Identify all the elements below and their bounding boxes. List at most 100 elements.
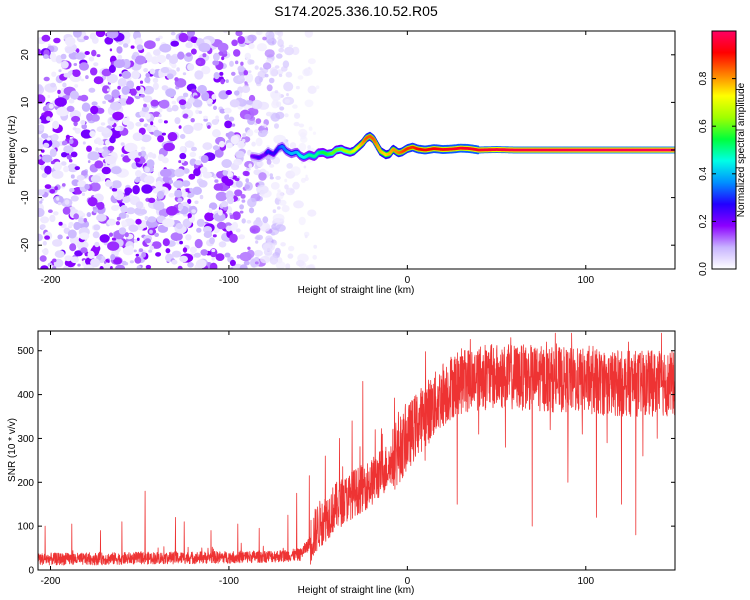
- noise-speckle: [241, 199, 246, 203]
- noise-speckle: [229, 60, 234, 67]
- spectrogram-x-label: Height of straight line (km): [298, 285, 415, 296]
- noise-speckle: [43, 76, 50, 82]
- signal-ridge: [249, 131, 675, 162]
- noise-speckle: [237, 36, 245, 44]
- noise-speckle: [207, 125, 211, 129]
- noise-speckle: [221, 159, 232, 168]
- noise-speckle: [221, 56, 225, 61]
- noise-speckle: [68, 98, 75, 104]
- noise-speckle: [178, 125, 182, 129]
- noise-speckle: [74, 84, 79, 88]
- noise-speckle: [239, 204, 245, 210]
- noise-speckle: [49, 52, 57, 61]
- noise-speckle: [256, 185, 269, 194]
- noise-speckle: [47, 94, 51, 99]
- noise-speckle: [121, 260, 127, 266]
- noise-speckle: [101, 68, 112, 77]
- noise-speckle: [235, 150, 245, 158]
- noise-speckle: [247, 70, 252, 73]
- noise-speckle: [255, 240, 259, 244]
- noise-speckle: [136, 85, 141, 91]
- noise-speckle: [53, 37, 61, 44]
- noise-speckle: [111, 187, 118, 192]
- noise-speckle: [73, 121, 78, 127]
- noise-speckle: [80, 78, 85, 82]
- y-tick-label: 0: [20, 147, 31, 153]
- noise-speckle: [269, 173, 273, 178]
- noise-speckle: [220, 79, 225, 85]
- noise-speckle: [245, 167, 251, 171]
- noise-speckle: [279, 106, 285, 111]
- noise-speckle: [96, 107, 105, 114]
- noise-speckle: [245, 178, 249, 183]
- noise-speckle: [135, 170, 142, 177]
- noise-speckle: [136, 44, 144, 51]
- noise-speckle: [284, 178, 288, 183]
- noise-speckle: [41, 249, 46, 253]
- noise-speckle: [54, 186, 58, 191]
- noise-speckle: [230, 135, 239, 145]
- noise-speckle: [144, 175, 155, 185]
- noise-speckle: [128, 224, 139, 232]
- noise-speckle: [211, 248, 216, 253]
- noise-speckle: [233, 49, 241, 57]
- noise-speckle: [239, 264, 248, 269]
- noise-speckle: [77, 263, 81, 267]
- noise-speckle: [303, 165, 307, 169]
- noise-speckle: [56, 106, 70, 117]
- noise-speckle: [255, 236, 261, 240]
- noise-speckle: [105, 180, 113, 187]
- noise-speckle: [61, 140, 68, 146]
- noise-speckle: [63, 265, 70, 269]
- noise-speckle: [88, 56, 95, 62]
- noise-speckle: [44, 165, 52, 175]
- colorbar-tick-label: 0.4: [698, 166, 709, 180]
- noise-speckle: [286, 93, 289, 97]
- noise-speckle: [165, 248, 171, 254]
- noise-speckle: [120, 142, 125, 146]
- noise-speckle: [189, 151, 197, 158]
- noise-speckle: [51, 71, 57, 77]
- noise-speckle: [38, 208, 45, 217]
- noise-speckle: [247, 34, 257, 42]
- noise-speckle: [111, 237, 117, 241]
- noise-speckle: [69, 138, 74, 145]
- noise-speckle: [120, 154, 125, 158]
- noise-speckle: [38, 156, 42, 160]
- noise-speckle: [193, 168, 201, 177]
- noise-speckle: [104, 94, 113, 101]
- noise-speckle: [189, 246, 197, 254]
- noise-speckle: [107, 145, 115, 151]
- noise-speckle: [40, 216, 50, 224]
- noise-speckle: [143, 68, 149, 73]
- noise-speckle: [255, 118, 262, 124]
- noise-speckle: [194, 238, 203, 249]
- noise-speckle: [158, 99, 170, 109]
- noise-speckle: [186, 52, 192, 57]
- noise-speckle: [143, 85, 155, 95]
- noise-speckle: [308, 66, 311, 70]
- noise-speckle: [203, 230, 213, 239]
- noise-speckle: [117, 54, 123, 60]
- noise-speckle: [170, 40, 179, 47]
- noise-speckle: [134, 55, 146, 65]
- noise-speckle: [201, 91, 210, 102]
- noise-speckle: [246, 219, 252, 224]
- noise-speckle: [272, 213, 285, 223]
- noise-speckle: [182, 72, 187, 76]
- colorbar-tick-label: 0.2: [698, 214, 709, 228]
- noise-speckle: [193, 95, 198, 99]
- noise-speckle: [218, 241, 227, 248]
- noise-speckle: [165, 88, 177, 98]
- noise-speckle: [179, 240, 184, 245]
- noise-speckle: [173, 180, 184, 189]
- noise-speckle: [244, 52, 251, 60]
- spectrogram-y-ticks: -20 -10 0 10 20: [20, 49, 675, 252]
- noise-speckle: [190, 118, 195, 123]
- noise-speckle: [281, 66, 288, 72]
- noise-speckle: [221, 200, 229, 208]
- noise-speckle: [211, 257, 215, 261]
- noise-speckle: [158, 108, 163, 113]
- noise-speckle: [269, 67, 278, 77]
